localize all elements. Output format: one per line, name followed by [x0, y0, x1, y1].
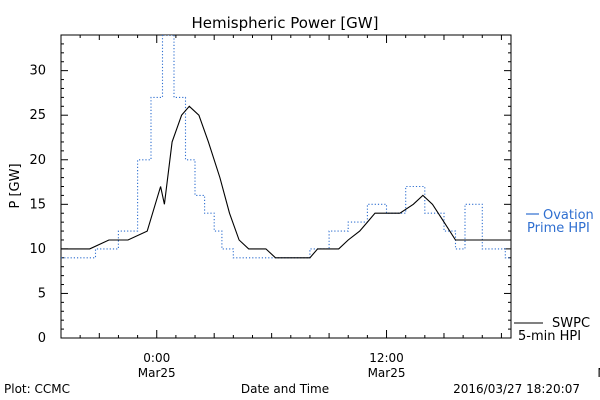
y-tick-label: 20 — [29, 153, 46, 168]
legend-swpc-line1: SWPC — [552, 316, 590, 331]
y-axis-label: P [GW] — [8, 163, 23, 208]
y-tick-label: 5 — [38, 286, 46, 301]
series-line-ovation — [61, 35, 511, 259]
x-tick-date-label: Mar25 — [138, 366, 176, 380]
y-axis: 0 5 10 15 20 25 30 — [29, 34, 511, 346]
footer-plot-source: Plot: CCMC — [4, 382, 70, 396]
footer-timestamp: 2016/03/27 18:20:07 — [453, 382, 580, 396]
x-tick-time-label: 0:00 — [143, 351, 170, 365]
chart-title: Hemispheric Power [GW] — [192, 14, 379, 32]
y-tick-label: 25 — [29, 108, 46, 123]
y-tick-label: 30 — [29, 64, 46, 79]
x-tick-date-label: Mar26 — [597, 366, 600, 380]
x-axis: 0:00Mar2512:00Mar250:00Mar2612:00Mar260:… — [60, 35, 600, 380]
legend-ovation: Ovation Prime HPI — [526, 208, 594, 236]
x-axis-label: Date and Time — [241, 382, 329, 396]
series-line-swpc — [61, 105, 511, 259]
legend-ovation-line2: Prime HPI — [527, 221, 590, 236]
legend-swpc-line2: 5-min HPI — [518, 329, 581, 344]
x-tick-date-label: Mar25 — [368, 366, 406, 380]
y-tick-label: 15 — [29, 197, 46, 212]
y-tick-label: 10 — [29, 242, 46, 257]
legend-ovation-line1: Ovation — [543, 208, 594, 223]
legend-swpc: SWPC 5-min HPI — [514, 316, 590, 344]
y-tick-label: 0 — [38, 331, 46, 346]
plot-frame — [60, 34, 512, 339]
series-layer — [61, 35, 511, 259]
x-tick-time-label: 12:00 — [369, 351, 404, 365]
